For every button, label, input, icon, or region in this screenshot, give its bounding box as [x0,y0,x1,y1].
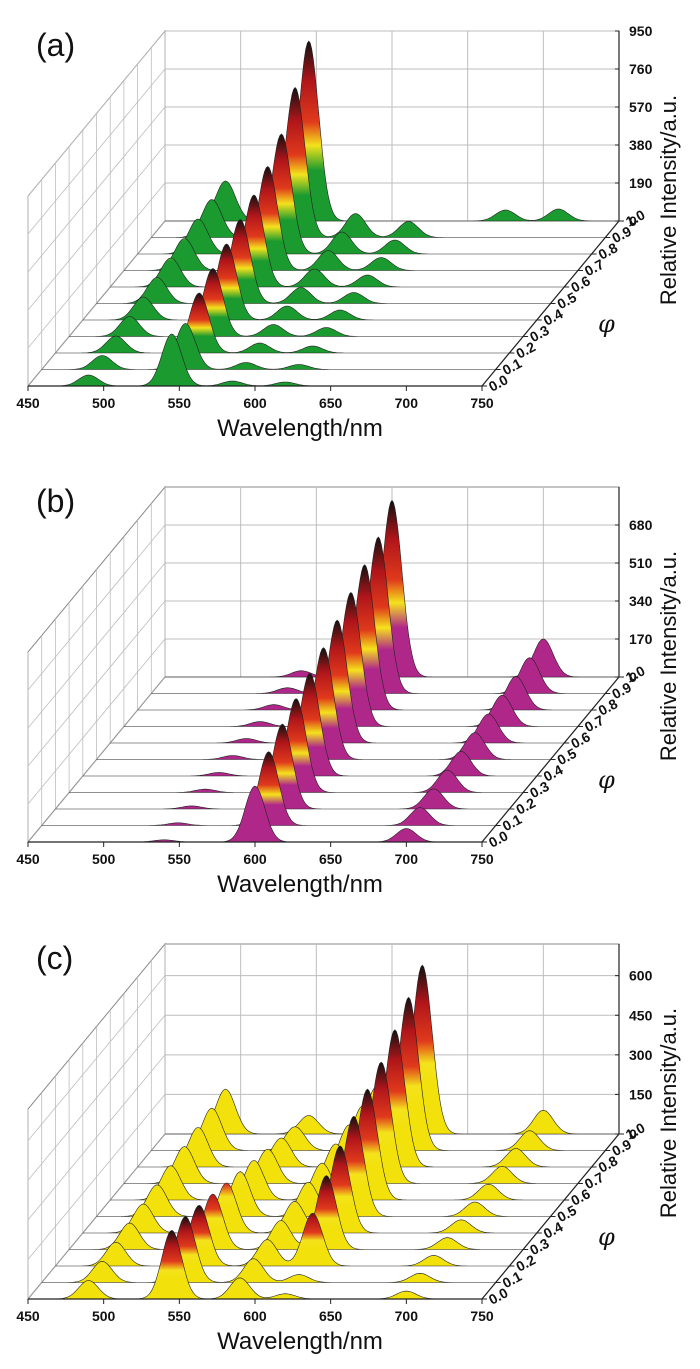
phi-axis-title: φ [598,1223,615,1251]
chart-panel-b: 450 500 550 600 650 700 750 0.0 0.1 0.2 0.3 0.4 0.5 0… [0,456,700,912]
left-gridline-z [27,106,166,273]
waterfall-svg: 450 500 550 600 650 700 7500.00.10.20.30.40.50… [16,940,681,1355]
series-group [28,40,619,387]
series-phi-0.2 [55,1204,510,1267]
left-gridline-z [27,144,166,311]
z-tick-label: 340 [629,593,653,609]
phi-axis-title: φ [598,766,615,794]
x-tick-label: 650 [319,395,343,411]
left-gridline-z [27,524,166,691]
series-phi-0.8 [137,564,592,711]
left-gridline-z [27,638,166,805]
grid [26,29,621,388]
x-tick-label: 550 [168,1308,192,1324]
waterfall-svg: 450 500 550 600 650 700 7500.00.10.20.30.40.50… [16,23,681,442]
z-axis-title: Relative Intensity/a.u. [656,1008,681,1218]
z-tick-label: 450 [629,1007,653,1023]
series-phi-0.1 [41,751,496,826]
x-axis-title: Wavelength/nm [217,1328,383,1355]
z-tick-label: 510 [629,555,653,571]
series-phi-0.2 [55,292,510,354]
series-phi-0.4 [82,243,537,321]
x-tick-label: 500 [92,395,116,411]
left-gridline-z [27,182,166,349]
left-gridline-z [27,68,166,235]
x-axis-title: Wavelength/nm [217,415,383,442]
left-gridline-z [27,975,166,1141]
series-phi-0.9 [151,87,606,238]
z-tick-label: 190 [629,175,653,191]
x-tick-label: 500 [92,851,116,867]
z-tick-label: 300 [629,1047,653,1063]
z-tick-label: 0 [629,213,637,229]
x-tick-label: 750 [470,395,494,411]
x-tick-label: 700 [395,1308,419,1324]
left-gridline-z [27,1014,166,1181]
x-tick-label: 550 [168,395,192,411]
left-gridline-z [27,30,166,197]
x-axis-title: Wavelength/nm [217,871,383,898]
series-phi-0.4 [82,672,537,777]
series-phi-0.3 [69,1175,524,1250]
panel-label: (c) [36,940,73,976]
series-phi-0.7 [123,591,578,727]
series-group [28,499,619,843]
x-tick-label: 600 [243,1308,267,1324]
z-tick-label: 760 [629,61,653,77]
chart-panel-c: 450 500 550 600 650 700 750 0.0 0.1 0.2 0.3 0.4 0.5 0… [0,913,700,1369]
x-tick-label: 600 [243,851,267,867]
left-gridline-z [27,600,166,767]
series-group [28,964,619,1300]
z-tick-label: 680 [629,517,653,533]
x-tick-label: 750 [470,851,494,867]
chart-panel-a: 450 500 550 600 650 700 750 0.0 0.1 0.2 0.3 0.4 0.5 0… [0,0,700,456]
series-phi-0.1 [41,1216,496,1283]
x-tick-label: 450 [16,1308,40,1324]
waterfall-svg: 450 500 550 600 650 700 7500.00.10.20.30.40.50… [16,483,681,898]
x-tick-label: 750 [470,1308,494,1324]
series-phi-0.7 [123,166,578,271]
x-tick-label: 600 [243,395,267,411]
x-tick-label: 500 [92,1308,116,1324]
series-phi-0.0 [28,1230,482,1300]
series-phi-0.6 [110,619,565,744]
series-phi-0.9 [151,536,606,694]
series-phi-0.6 [110,194,565,288]
z-tick-label: 570 [629,99,653,115]
x-tick-label: 650 [319,851,343,867]
panel-label: (b) [36,483,75,519]
series-phi-0.3 [69,268,524,337]
left-gridline-z [27,562,166,729]
z-tick-label: 380 [629,137,653,153]
series-phi-0.8 [137,133,592,255]
phi-axis-title: φ [598,310,615,338]
left-gridline-z [27,1054,166,1221]
panel-label: (a) [36,27,75,63]
series-phi-0.5 [96,647,551,760]
series-phi-0.5 [96,219,551,304]
x-tick-label: 450 [16,851,40,867]
z-axis-title: Relative Intensity/a.u. [656,551,681,761]
z-axis-title: Relative Intensity/a.u. [656,95,681,305]
z-tick-label: 170 [629,631,653,647]
x-tick-label: 650 [319,1308,343,1324]
z-tick-label: 600 [629,968,653,984]
z-tick-label: 0 [629,1126,637,1142]
series-phi-0.2 [55,723,510,810]
z-tick-label: 150 [629,1086,653,1102]
x-tick-label: 450 [16,395,40,411]
series-phi-1.0 [165,499,619,678]
z-tick-label: 950 [629,23,653,39]
series-phi-1.0 [165,40,619,222]
x-tick-label: 700 [395,851,419,867]
left-gridline-z [27,1094,166,1260]
series-phi-0.3 [69,698,524,793]
x-tick-label: 550 [168,851,192,867]
z-tick-label: 0 [629,669,637,685]
series-phi-0.1 [41,323,496,370]
x-tick-label: 700 [395,395,419,411]
